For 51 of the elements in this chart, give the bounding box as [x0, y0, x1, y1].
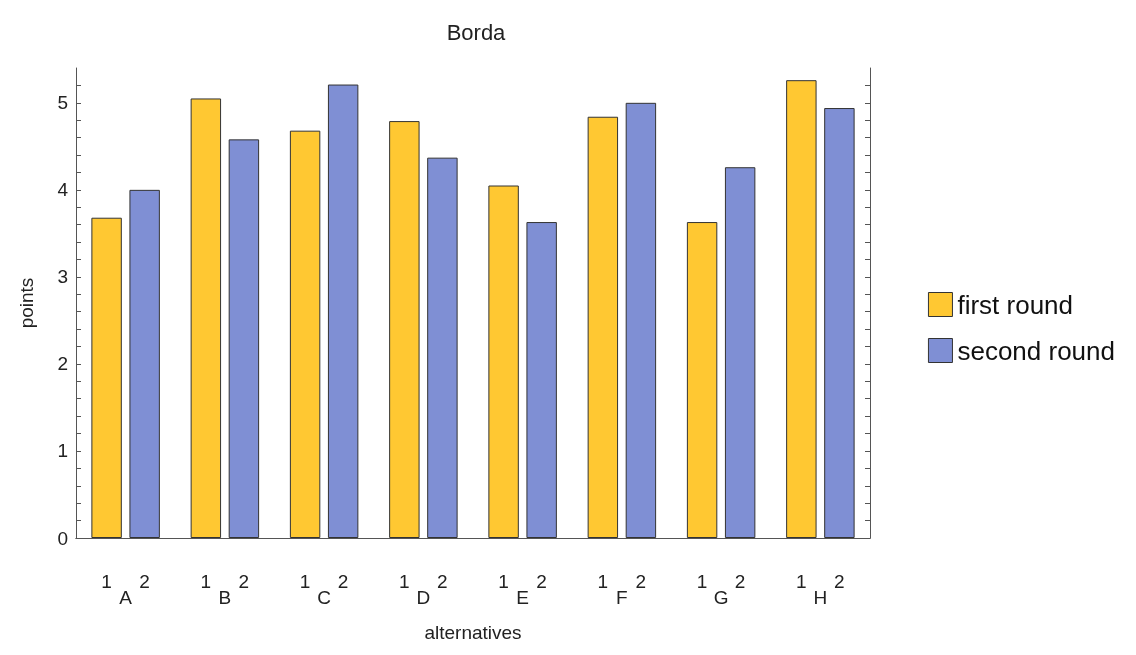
text: 1	[399, 571, 410, 592]
x-tick-label: G	[713, 587, 729, 608]
bar	[129, 189, 160, 538]
text: 2	[139, 571, 150, 592]
x-tick-label: D	[416, 587, 431, 608]
x-tick-label: F	[616, 587, 628, 608]
text: 1	[498, 571, 509, 592]
text: 1	[796, 571, 807, 592]
text: 2	[635, 571, 647, 592]
text: 1	[200, 571, 212, 592]
legend-label: second round	[957, 335, 1115, 366]
text: 1	[696, 571, 708, 592]
text: 2	[536, 571, 547, 592]
legend-label: first round	[957, 289, 1074, 320]
bar	[190, 98, 222, 538]
bar	[786, 80, 817, 538]
x-axis-title: alternatives	[424, 622, 522, 643]
bar	[289, 130, 321, 538]
bar	[427, 157, 458, 538]
bar	[587, 116, 619, 538]
bar	[488, 185, 519, 538]
chart-title: Borda	[446, 19, 507, 45]
y-tick-label: 3	[57, 266, 68, 288]
x-tick-label: A	[119, 587, 133, 608]
x-tick-label: H	[813, 587, 828, 608]
y-tick-label: 4	[57, 179, 69, 201]
bar	[228, 139, 260, 538]
y-axis-title: points	[16, 277, 37, 329]
text: 1	[299, 571, 311, 592]
x-tick-label: C	[317, 587, 331, 608]
text: 1	[597, 571, 609, 592]
y-tick-label: 1	[57, 440, 68, 462]
bar	[724, 167, 756, 538]
x-tick-label: E	[516, 587, 529, 608]
y-tick-label: 0	[57, 527, 68, 549]
bar	[526, 222, 557, 538]
text: 1	[101, 571, 112, 592]
text: 2	[437, 571, 448, 592]
text: 2	[238, 571, 250, 592]
bar	[625, 102, 657, 538]
bar	[824, 108, 855, 538]
bar	[389, 121, 420, 538]
bar	[327, 84, 359, 538]
text: 2	[337, 571, 349, 592]
y-tick-label: 2	[57, 353, 68, 375]
text: 2	[834, 571, 845, 592]
text: 2	[734, 571, 746, 592]
bar	[686, 222, 718, 538]
bar	[91, 217, 122, 538]
x-tick-label: B	[218, 587, 232, 608]
y-tick-label: 5	[57, 92, 68, 114]
